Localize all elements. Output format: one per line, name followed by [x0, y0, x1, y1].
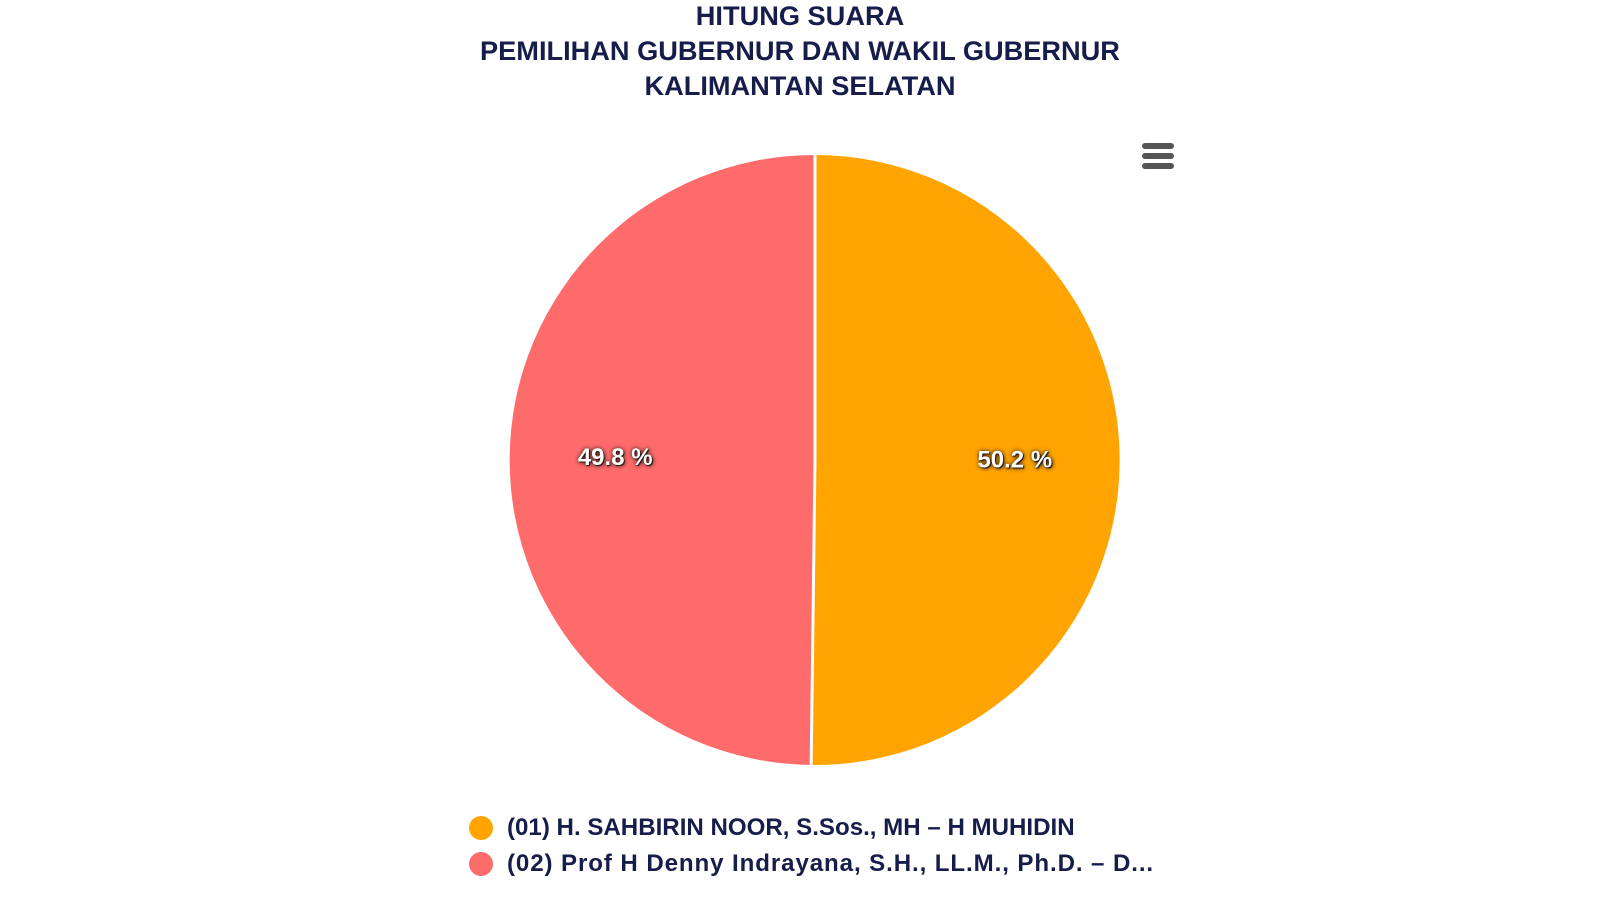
svg-text:49.8 %: 49.8 % — [578, 444, 653, 471]
svg-text:50.2 %: 50.2 % — [977, 447, 1052, 474]
